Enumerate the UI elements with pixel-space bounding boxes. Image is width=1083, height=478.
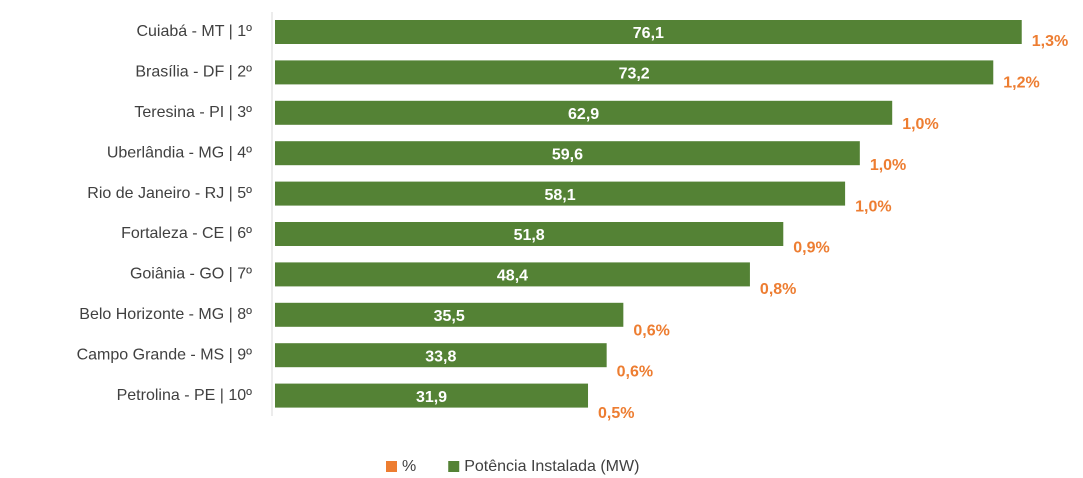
value-label: 31,9: [416, 389, 447, 406]
bar: [275, 222, 784, 246]
y-tick-label: Uberlândia - MG | 4º: [107, 144, 252, 161]
y-tick-label: Campo Grande - MS | 9º: [77, 346, 253, 363]
legend-label: Potência Instalada (MW): [464, 458, 639, 475]
legend-swatch: [386, 461, 397, 472]
y-tick-label: Rio de Janeiro - RJ | 5º: [87, 185, 252, 202]
value-label: 59,6: [552, 146, 583, 163]
value-label: 73,2: [619, 66, 650, 83]
bar: [275, 302, 624, 327]
value-label: 33,8: [425, 348, 456, 365]
y-tick-label: Fortaleza - CE | 6º: [121, 225, 252, 242]
bar: [275, 141, 860, 166]
percent-label: 0,5%: [598, 405, 634, 422]
bar: [275, 60, 994, 85]
value-label: 35,5: [434, 308, 465, 325]
percent-label: 1,0%: [855, 198, 891, 215]
percent-label: 0,8%: [760, 281, 796, 298]
y-tick-label: Teresina - PI | 3º: [134, 104, 252, 121]
bar: [275, 20, 1022, 44]
value-label: 62,9: [568, 106, 599, 123]
value-label: 58,1: [544, 187, 575, 204]
y-tick-label: Belo Horizonte - MG | 8º: [79, 306, 252, 323]
percent-label: 1,2%: [1003, 75, 1039, 92]
bar: [275, 262, 750, 287]
percent-label: 0,9%: [793, 240, 829, 257]
y-tick-label: Goiânia - GO | 7º: [130, 266, 252, 283]
legend-label: %: [402, 458, 416, 475]
y-tick-label: Brasília - DF | 2º: [135, 64, 252, 81]
percent-label: 1,0%: [870, 157, 906, 174]
value-label: 51,8: [514, 227, 545, 244]
y-tick-label: Cuiabá - MT | 1º: [136, 23, 252, 40]
percent-label: 0,6%: [617, 364, 653, 381]
percent-label: 1,0%: [902, 116, 938, 133]
value-label: 48,4: [497, 268, 528, 285]
percent-label: 1,3%: [1032, 33, 1068, 50]
bar: [275, 100, 893, 125]
bar: [275, 383, 589, 408]
legend-swatch: [448, 461, 460, 472]
bar: [275, 343, 607, 368]
bar: [275, 181, 846, 206]
value-label: 76,1: [633, 25, 664, 42]
y-tick-label: Petrolina - PE | 10º: [117, 387, 253, 404]
percent-label: 0,6%: [633, 322, 669, 339]
